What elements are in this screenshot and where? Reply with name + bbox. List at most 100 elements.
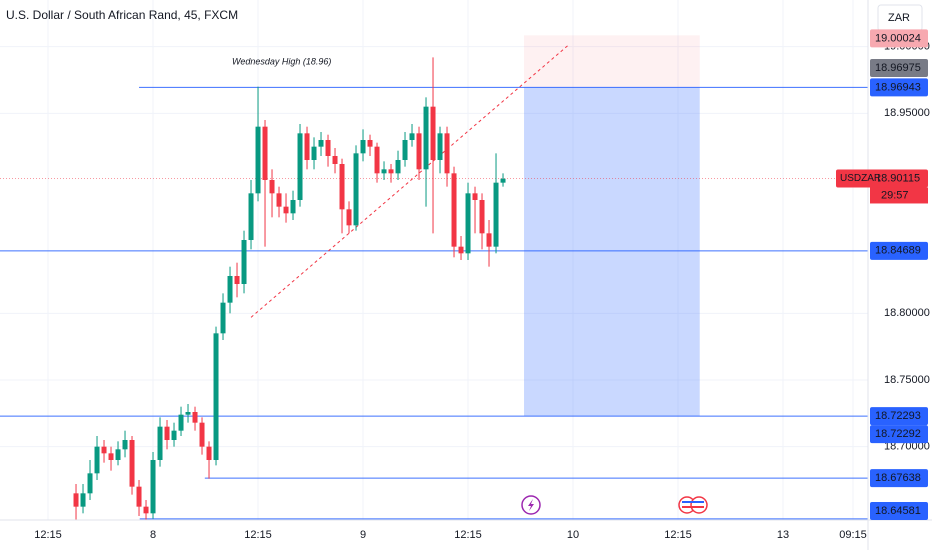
symbol-badge-bg [836,169,878,188]
y-tick-label: 18.70000 [884,441,930,453]
candle-body [213,333,219,460]
candle-body [388,169,394,174]
price-label-bg [870,407,928,426]
candle-body [444,133,450,174]
price-label-bg [870,29,928,48]
price-label-bg [870,59,928,77]
candle-body [185,412,191,415]
candle-body [143,506,149,514]
price-label-bg [870,169,928,188]
candle-body [220,302,226,334]
candle-body [283,206,289,214]
candle-body [339,164,345,210]
candle-body [290,200,296,214]
event-icon[interactable] [678,496,708,514]
event-icon[interactable] [521,495,541,515]
countdown: 29:57 [881,189,909,201]
price-label-bg [870,241,928,260]
candle-body [262,126,268,180]
candle-body [332,156,338,164]
currency: ZAR [888,12,910,24]
candle-body [178,414,184,431]
candle-body [80,493,86,507]
x-tick-label: 13 [777,529,789,541]
candle-body [297,133,303,200]
candle-body [360,140,366,154]
target-zone [524,87,700,417]
y-tick-label: 18.80000 [884,307,930,319]
x-tick-label: 12:15 [454,529,482,541]
candle-body [416,133,422,170]
candle-body [367,140,373,147]
flag [690,496,708,514]
price-label: 18.64581 [875,505,921,517]
candle-body [164,426,170,440]
price-label: 18.96943 [875,81,921,93]
candle-body [108,453,114,460]
candle-body [409,133,415,140]
candle-body [94,446,100,474]
candle-body [192,412,198,423]
candle-body [325,140,331,156]
candle-body [136,486,142,507]
price-label-bg [870,502,928,520]
candle-body [311,146,317,160]
candle-body [381,169,387,174]
candle-body [234,276,240,284]
candle-body [115,449,121,460]
flag-stripe [682,506,704,508]
candle-body [227,276,233,303]
price-label: 18.84689 [875,245,921,257]
y-tick-label: 18.75000 [884,374,930,386]
candle-body [241,240,247,284]
candle-body [276,193,282,207]
candle-body [129,440,135,487]
candle-body [493,182,499,247]
price-label: 19.00024 [875,32,921,44]
x-tick-label: 8 [150,529,156,541]
x-tick-label: 12:15 [34,529,62,541]
x-tick-label: 12:15 [244,529,272,541]
candle-body [423,106,429,170]
countdown-bg [870,187,928,204]
price-label-bg [870,78,928,97]
candle-body [486,233,492,247]
x-tick-label: 12:15 [664,529,692,541]
candle-body [451,173,457,247]
price-label: 18.90115 [875,172,920,184]
candle-body [479,200,485,234]
candle-body [87,473,93,494]
price-label-bg [870,469,928,488]
candle-body [353,153,359,226]
candle-body [395,160,401,174]
candle-body [150,460,156,514]
chart-title: U.S. Dollar / South African Rand, 45, FX… [6,8,238,22]
candle-body [73,493,79,507]
x-tick-label: 10 [567,529,579,541]
candle-body [304,133,310,160]
candle-body [206,446,212,460]
candle-body [269,180,275,194]
flag-stripe [682,501,704,503]
x-tick-label: 09:15 [839,529,867,541]
candle-body [122,440,128,450]
candle-body [472,193,478,200]
candle-body [402,140,408,160]
plot-layer [0,0,868,520]
candle-body [346,209,352,226]
x-tick-label: 9 [360,529,366,541]
candle-body [458,246,464,254]
candle-body [101,446,107,454]
symbol-badge: USDZAR [840,173,881,184]
price-label: 18.67638 [875,472,921,484]
y-tick-label: 18.95000 [884,107,930,119]
price-label: 18.72292 [875,428,921,440]
candle-body [255,126,261,194]
stop-zone [524,35,700,88]
trend-line [250,44,569,318]
price-label-bg [870,425,928,444]
candle-body [374,146,380,174]
candle-body [157,426,163,460]
